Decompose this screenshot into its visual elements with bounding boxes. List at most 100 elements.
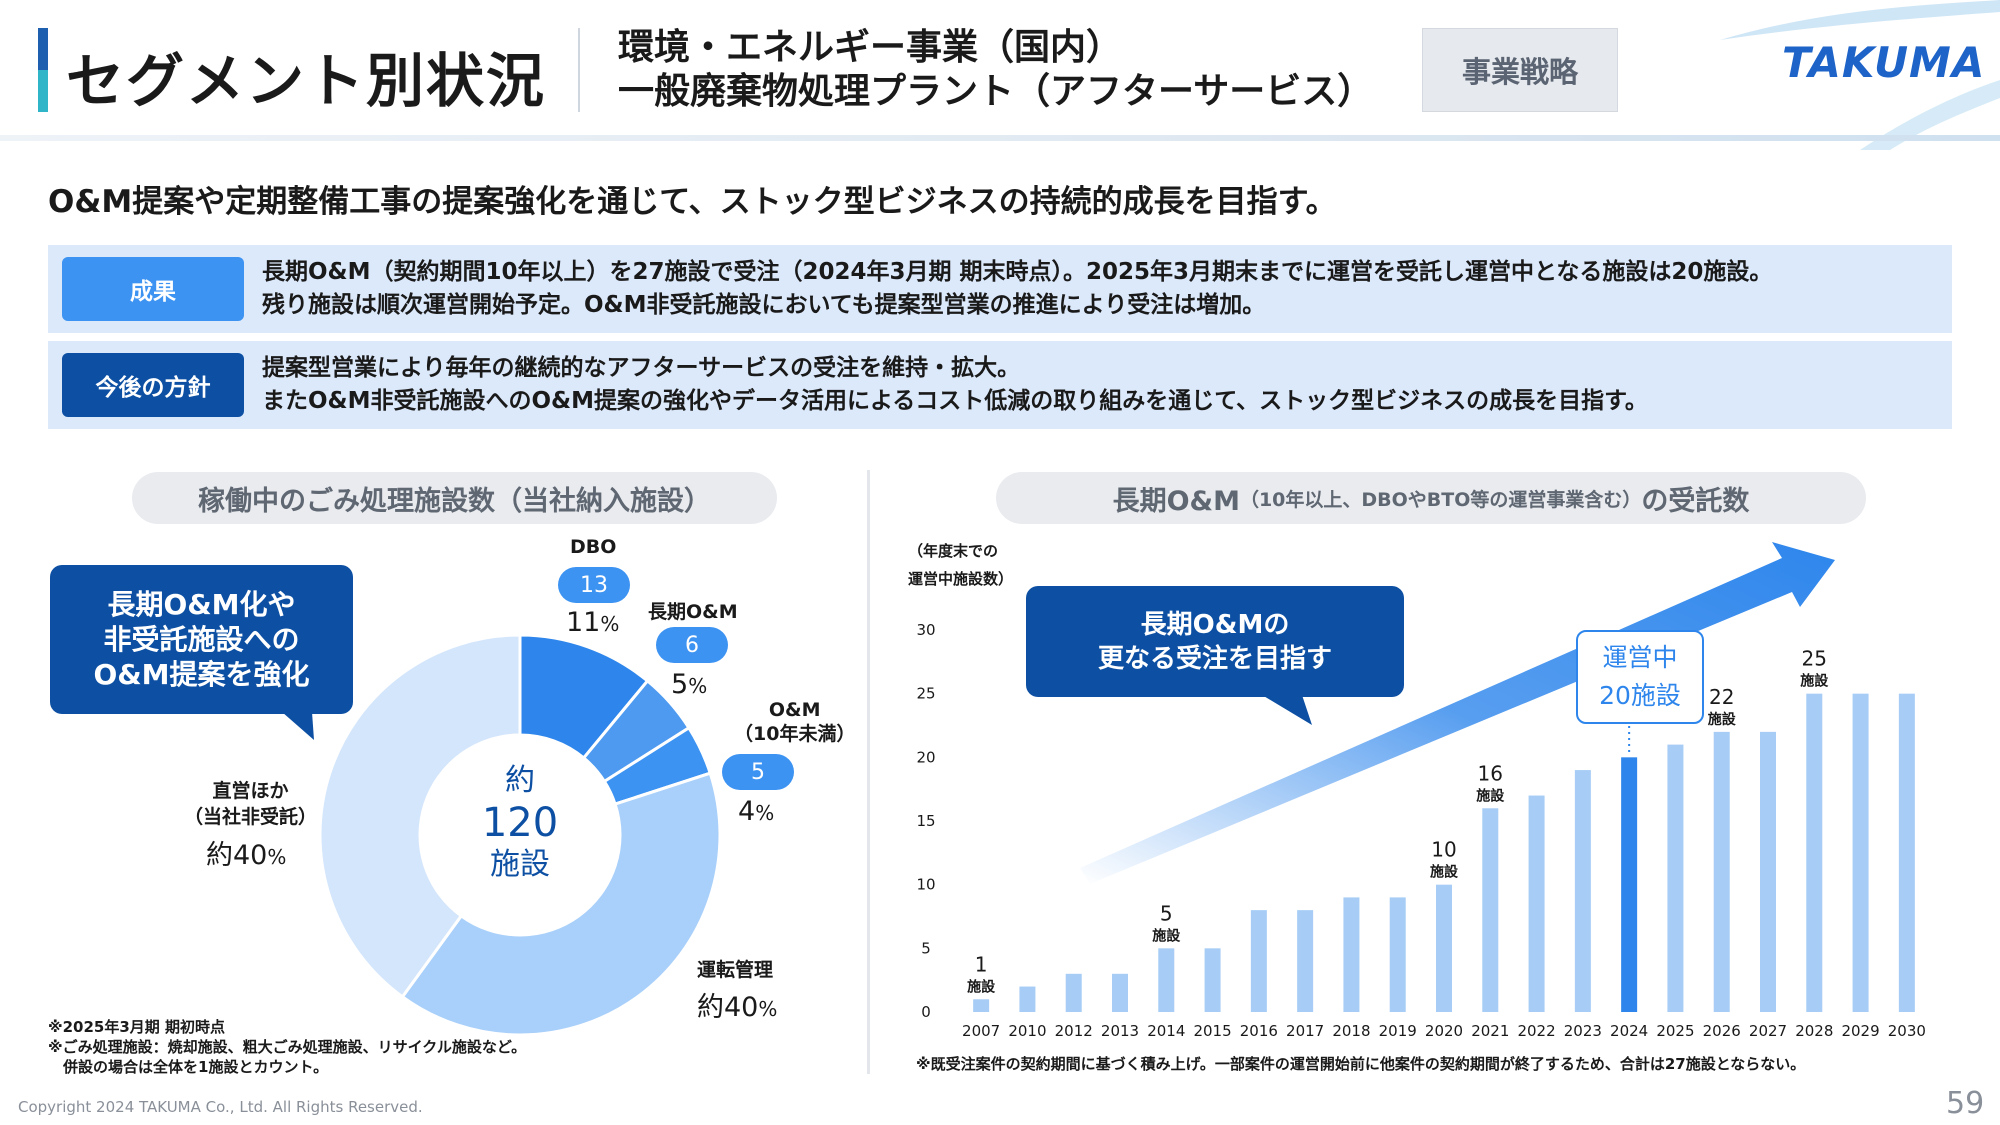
y-tick-0: 0	[921, 1003, 931, 1021]
bar-2028	[1806, 693, 1823, 1012]
x-tick-2021: 2021	[1471, 1022, 1509, 1040]
x-tick-2007: 2007	[962, 1022, 1000, 1040]
dbo-label: DBO	[570, 536, 617, 558]
dbo-percent-unit: %	[600, 612, 620, 636]
long-om-count-pill: 6	[656, 627, 728, 663]
bar-2016	[1250, 910, 1267, 1012]
x-tick-2030: 2030	[1888, 1022, 1926, 1040]
bar-2021	[1482, 808, 1499, 1012]
om-under10-label: O&M （10年未満）	[734, 698, 855, 746]
bar-2024	[1621, 757, 1638, 1012]
growth-arrow	[1080, 542, 1835, 884]
left-callout-line-2: 非受託施設への	[103, 623, 300, 656]
bar-2014	[1158, 948, 1175, 1012]
om-under10-count-pill: 5	[722, 754, 794, 790]
bar-2007	[973, 999, 990, 1012]
value-label-2007: 1	[975, 952, 988, 976]
right-callout-pointer	[1262, 695, 1312, 725]
bar-2018	[1343, 897, 1360, 1012]
page-subtitle: 環境・エネルギー事業（国内） 一般廃棄物処理プラント（アフターサービス）	[618, 26, 1373, 114]
right-callout-line-1: 長期O&Mの	[1140, 609, 1290, 640]
copyright: Copyright 2024 TAKUMA Co., Ltd. All Righ…	[18, 1098, 423, 1116]
om-under10-percent-value: 4	[738, 796, 756, 827]
policy-line-2: またO&M非受託施設へのO&M提案の強化やデータ活用によるコスト低減の取り組みを…	[262, 388, 1648, 414]
facility-donut-chart	[318, 633, 722, 1037]
right-panel-title: 長期O&M （10年以上、DBOやBTO等の運営事業含む） の受託数	[996, 472, 1866, 524]
title-accent-bar	[38, 28, 48, 112]
left-callout: 長期O&M化や 非受託施設への O&M提案を強化	[50, 565, 353, 714]
donut-slice-4	[318, 633, 522, 999]
panel-divider	[867, 470, 870, 1074]
y-tick-30: 30	[916, 621, 935, 639]
y-tick-25: 25	[916, 685, 935, 703]
left-footnote-2: ※ごみ処理施設：焼却施設、粗大ごみ処理施設、リサイクル施設など。	[48, 1038, 527, 1056]
y-axis-title-line-2: 運営中施設数）	[908, 570, 1014, 588]
value-unit-2028: 施設	[1800, 673, 1829, 690]
bar-2017	[1297, 910, 1314, 1012]
donut-center-line-3: 施設	[490, 847, 550, 882]
takuma-logo: TAKUMA	[1782, 38, 1986, 87]
policy-text: 提案型営業により毎年の継続的なアフターサービスの受注を維持・拡大。 またO&M非…	[262, 352, 1648, 418]
long-om-percent-unit: %	[688, 674, 708, 698]
x-tick-2026: 2026	[1703, 1022, 1741, 1040]
x-tick-2024: 2024	[1610, 1022, 1648, 1040]
value-label-2014: 5	[1160, 901, 1173, 925]
value-unit-2021: 施設	[1476, 787, 1505, 804]
section-tag: 事業戦略	[1422, 28, 1618, 112]
x-tick-2015: 2015	[1193, 1022, 1231, 1040]
left-footnotes: ※2025年3月期 期初時点 ※ごみ処理施設：焼却施設、粗大ごみ処理施設、リサイ…	[48, 1017, 526, 1077]
x-tick-2029: 2029	[1841, 1022, 1879, 1040]
right-callout: 長期O&Mの 更なる受注を目指す	[1026, 586, 1404, 697]
value-unit-2026: 施設	[1708, 711, 1737, 728]
value-label-2020: 10	[1431, 838, 1456, 862]
right-title-tail: の受託数	[1641, 485, 1750, 517]
y-axis-title-line-1: （年度末での	[908, 542, 999, 560]
x-tick-2018: 2018	[1332, 1022, 1370, 1040]
direct-percent-value: 約40	[206, 840, 268, 871]
om-under10-line-2: （10年未満）	[734, 723, 856, 745]
value-unit-2020: 施設	[1430, 864, 1459, 881]
page-title: セグメント別状況	[66, 47, 547, 115]
value-label-2026: 22	[1709, 685, 1734, 709]
y-tick-5: 5	[921, 939, 931, 957]
direct-percent: 約40%	[206, 833, 286, 872]
donut-slice-3	[400, 771, 722, 1037]
right-title-main: 長期O&M	[1112, 485, 1240, 517]
policy-line-1: 提案型営業により毎年の継続的なアフターサービスの受注を維持・拡大。	[262, 355, 1021, 381]
results-box	[48, 245, 1952, 333]
long-om-percent: 5%	[671, 669, 707, 700]
dbo-percent: 11%	[566, 607, 619, 638]
x-tick-2014: 2014	[1147, 1022, 1185, 1040]
x-tick-2025: 2025	[1656, 1022, 1694, 1040]
operation-percent: 約40%	[697, 985, 777, 1024]
long-om-label: 長期O&M	[648, 601, 738, 623]
long-om-percent-value: 5	[671, 669, 689, 700]
y-tick-15: 15	[916, 812, 935, 830]
left-callout-pointer	[282, 712, 314, 740]
bar-2030	[1898, 693, 1915, 1012]
y-tick-10: 10	[916, 876, 935, 894]
donut-center-line-1: 約	[505, 763, 535, 798]
results-label: 成果	[62, 257, 244, 321]
policy-label: 今後の方針	[62, 353, 244, 417]
right-footnote: ※既受注案件の契約期間に基づく積み上げ。一部案件の運営開始前に他案件の契約期間が…	[916, 1055, 1806, 1073]
operation-percent-value: 約40	[697, 992, 759, 1023]
direct-percent-unit: %	[267, 845, 287, 869]
value-label-2028: 25	[1802, 647, 1827, 671]
y-tick-20: 20	[916, 748, 935, 766]
bar-2020	[1436, 884, 1452, 1012]
x-tick-2017: 2017	[1286, 1022, 1324, 1040]
bar-2026	[1713, 731, 1730, 1012]
results-text: 長期O&M（契約期間10年以上）を27施設で受注（2024年3月期 期末時点）。…	[262, 256, 1772, 322]
page-number: 59	[1946, 1086, 1985, 1121]
operation-percent-unit: %	[758, 997, 778, 1021]
direct-line-1: 直営ほか	[212, 780, 289, 802]
value-unit-2014: 施設	[1152, 927, 1181, 944]
left-footnote-3: 併設の場合は全体を1施設とカウント。	[48, 1058, 329, 1076]
bar-2019	[1389, 897, 1406, 1012]
header-divider	[578, 28, 580, 112]
bar-2022	[1528, 795, 1545, 1012]
lead-statement: O&M提案や定期整備工事の提案強化を通じて、ストック型ビジネスの持続的成長を目指…	[48, 184, 1337, 220]
operation-label: 運転管理	[697, 959, 774, 981]
